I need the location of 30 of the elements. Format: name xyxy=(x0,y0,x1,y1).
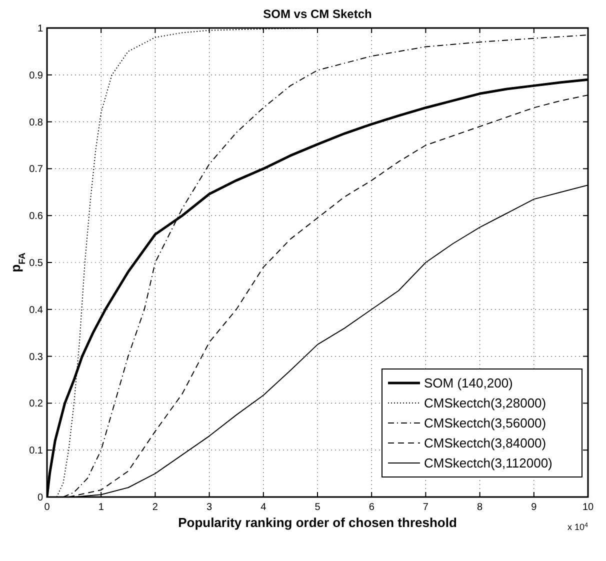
y-tick-label: 0 xyxy=(37,492,44,504)
legend-label: SOM (140,200) xyxy=(424,376,513,390)
y-tick-label: 0.2 xyxy=(29,398,44,410)
chart-title: SOM vs CM Sketch xyxy=(263,7,372,21)
x-tick-label: 10 xyxy=(582,502,594,513)
x-tick-label: 5 xyxy=(314,502,321,513)
x-tick-label: 8 xyxy=(477,502,484,513)
legend-label: CMSkectch(3,112000) xyxy=(424,456,552,470)
y-tick-label: 0.8 xyxy=(29,117,44,128)
y-tick-label: 0.3 xyxy=(29,352,44,363)
legend-label: CMSkectch(3,56000) xyxy=(424,416,546,430)
legend-label: CMSkectch(3,28000) xyxy=(424,396,546,410)
y-tick-label: 0.1 xyxy=(29,446,44,457)
y-tick-label: 0.9 xyxy=(29,70,44,82)
y-tick-label: 0.6 xyxy=(29,211,44,222)
x-tick-label: 9 xyxy=(531,502,538,513)
y-tick-label: 0.7 xyxy=(29,164,44,176)
x-tick-label: 0 xyxy=(44,502,50,513)
x-tick-label: 7 xyxy=(422,502,429,513)
x-tick-label: 4 xyxy=(260,502,267,513)
x-tick-label: 1 xyxy=(98,502,104,513)
x-axis-title: Popularity ranking order of chosen threshold xyxy=(178,515,457,530)
y-tick-label: 0.5 xyxy=(29,258,44,269)
y-tick-label: 0.4 xyxy=(29,304,44,316)
x-tick-label: 2 xyxy=(152,502,158,513)
x-tick-label: 3 xyxy=(206,502,213,513)
x-tick-label: 6 xyxy=(368,502,375,513)
text: x 10$^{4}$ xyxy=(567,522,588,532)
y-tick-label: 1 xyxy=(37,24,44,34)
legend-label: CMSkectch(3,84000) xyxy=(424,436,546,450)
